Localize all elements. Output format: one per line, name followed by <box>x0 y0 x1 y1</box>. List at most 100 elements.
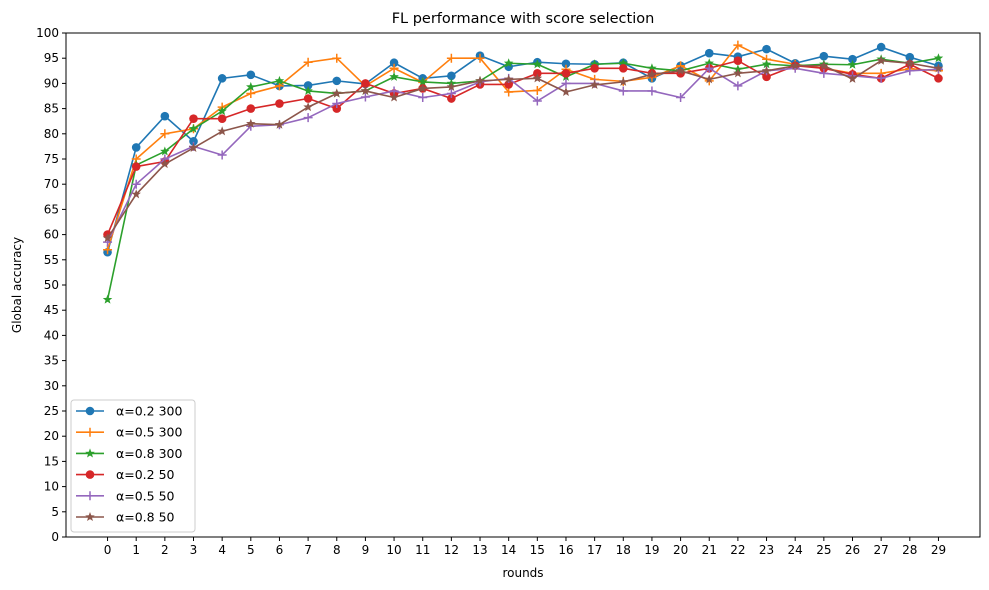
x-tick-label: 20 <box>673 543 688 557</box>
y-tick-label: 10 <box>44 480 59 494</box>
data-point <box>905 58 915 68</box>
data-point <box>933 53 944 63</box>
data-point <box>217 126 227 136</box>
legend-label: α=0.5 50 <box>116 488 175 503</box>
x-tick-label: 26 <box>845 543 860 557</box>
data-point <box>361 79 370 88</box>
legend-marker <box>85 448 95 458</box>
data-point <box>876 42 886 52</box>
legend-item: α=0.5 300 <box>76 425 182 440</box>
data-point <box>589 59 600 69</box>
legend-item: α=0.2 300 <box>76 404 182 419</box>
x-tick-label: 27 <box>874 543 889 557</box>
data-point <box>217 114 227 123</box>
data-point <box>847 59 858 69</box>
data-point <box>188 123 199 133</box>
y-tick-label: 75 <box>44 152 59 166</box>
data-point <box>532 85 542 95</box>
data-point <box>733 68 743 78</box>
data-point <box>274 75 285 85</box>
data-point <box>418 93 428 103</box>
data-point <box>189 114 198 123</box>
plot-area <box>65 32 981 538</box>
data-point <box>647 86 657 96</box>
x-tick-label: 15 <box>530 543 545 557</box>
data-point <box>332 88 342 98</box>
x-tick-label: 11 <box>415 543 430 557</box>
data-point <box>217 150 227 160</box>
legend-label: α=0.5 300 <box>116 425 182 440</box>
x-tick-label: 23 <box>759 543 774 557</box>
legend-label: α=0.2 300 <box>116 404 182 419</box>
data-point <box>446 88 456 98</box>
data-point <box>675 65 686 75</box>
y-tick-label: 45 <box>44 303 59 317</box>
data-point <box>389 63 399 73</box>
legend-label: α=0.8 50 <box>116 510 175 525</box>
y-tick-label: 20 <box>44 429 59 443</box>
data-point <box>332 76 342 86</box>
x-tick-label: 2 <box>161 543 169 557</box>
data-point <box>332 53 342 63</box>
x-tick-label: 9 <box>362 543 370 557</box>
series-line <box>106 67 939 243</box>
data-point <box>847 73 858 83</box>
data-point <box>933 63 944 73</box>
data-point <box>848 54 857 64</box>
data-point <box>417 83 428 93</box>
data-point <box>647 63 657 73</box>
legend-marker <box>85 406 95 416</box>
legend-label: α=0.8 300 <box>116 446 182 461</box>
data-point <box>131 162 141 171</box>
data-point <box>389 71 399 81</box>
x-tick-label: 10 <box>386 543 401 557</box>
data-point <box>303 57 313 67</box>
data-point <box>303 85 313 96</box>
data-point <box>131 189 141 199</box>
data-point <box>647 69 657 79</box>
y-axis-title: Global accuracy <box>10 237 24 333</box>
data-point <box>733 40 743 50</box>
x-axis: 0 1 2 3 4 5 6 7 8 9 10 11 12 13 14 15 16 17 18 19 20 21 22 23 24… <box>104 537 946 557</box>
data-point <box>905 52 915 62</box>
data-point <box>131 143 141 152</box>
data-point <box>618 76 629 86</box>
data-point <box>189 137 198 146</box>
data-point <box>389 92 399 102</box>
x-tick-label: 24 <box>788 543 803 557</box>
data-point <box>102 294 113 304</box>
data-point <box>819 51 829 61</box>
x-tick-label: 22 <box>730 543 745 557</box>
legend-marker <box>85 427 95 437</box>
data-point <box>160 111 170 121</box>
data-point <box>389 58 399 68</box>
x-tick-label: 12 <box>444 543 459 557</box>
series-5 <box>102 55 944 243</box>
data-point <box>819 68 829 78</box>
legend-marker <box>85 512 95 522</box>
data-point <box>561 59 571 69</box>
data-point <box>274 119 285 129</box>
data-point <box>618 58 629 68</box>
y-tick-label: 90 <box>44 76 59 90</box>
data-point <box>246 88 256 98</box>
y-tick-label: 60 <box>44 228 59 242</box>
legend: α=0.2 300 α=0.5 300 α=0.8 300 α=0.2 50 α=0.5… <box>70 399 196 533</box>
data-point <box>332 99 342 109</box>
data-point <box>819 60 829 70</box>
legend-item: α=0.5 50 <box>76 488 175 503</box>
data-point <box>704 63 714 73</box>
data-point <box>360 85 371 96</box>
data-point <box>733 56 743 66</box>
data-point <box>417 76 428 86</box>
data-point <box>303 81 313 90</box>
x-tick-label: 7 <box>304 543 312 557</box>
data-point <box>475 53 485 63</box>
legend-item: α=0.8 300 <box>76 446 182 461</box>
y-tick-label: 70 <box>44 177 59 191</box>
data-point <box>561 78 571 88</box>
x-tick-label: 6 <box>276 543 284 557</box>
data-point <box>503 74 514 84</box>
data-point <box>504 87 514 97</box>
x-tick-label: 16 <box>558 543 573 557</box>
